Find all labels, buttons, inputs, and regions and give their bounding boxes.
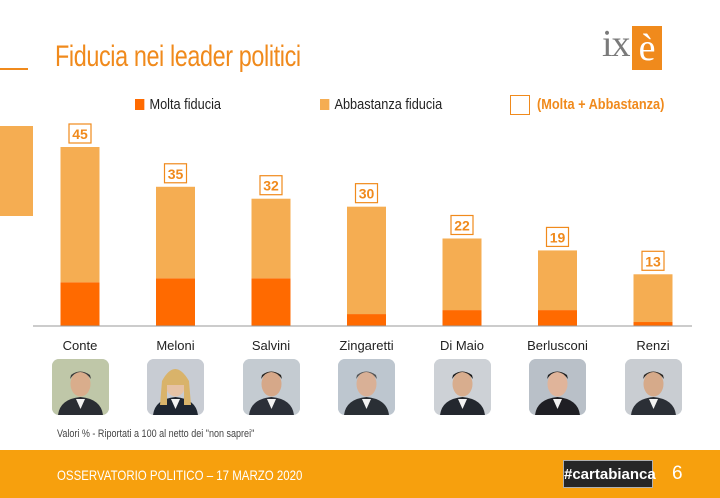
portrait-meloni-icon — [147, 359, 204, 415]
bar-molta-renzi — [633, 322, 673, 326]
cartabianca-logo: #cartabianca — [563, 460, 656, 488]
total-label-berlusconi: 19 — [550, 229, 566, 245]
logo-box: è — [632, 26, 662, 70]
bar-molta-di-maio — [442, 310, 482, 326]
category-label-conte: Conte — [63, 338, 98, 353]
side-accent-block — [0, 126, 33, 216]
portrait-salvini-icon — [242, 359, 300, 415]
bar-molta-salvini — [251, 278, 291, 326]
bar-abbastanza-renzi — [633, 274, 673, 323]
bar-molta-berlusconi — [538, 310, 577, 326]
legend-swatch-molta — [135, 99, 145, 110]
footer-bar: OSSERVATORIO POLITICO – 17 MARZO 2020 #c… — [0, 450, 720, 498]
logo-prefix: ix — [602, 23, 631, 65]
total-box-renzi — [641, 250, 665, 271]
total-label-di-maio: 22 — [454, 217, 470, 233]
ixe-logo: ix è — [602, 22, 662, 70]
portrait-renzi-icon — [624, 359, 682, 415]
portrait-berlusconi-icon — [529, 359, 586, 415]
legend-label-molta: Molta fiducia — [149, 96, 222, 113]
portrait-conte-icon — [51, 359, 109, 415]
total-label-renzi: 13 — [645, 253, 661, 269]
bar-abbastanza-zingaretti — [347, 206, 386, 315]
page-title: Fiducia nei leader politici — [55, 40, 301, 73]
total-box-meloni — [163, 163, 188, 184]
bar-molta-zingaretti — [347, 314, 386, 326]
category-label-zingaretti: Zingaretti — [339, 338, 393, 353]
legend-item-abbastanza: Abbastanza fiducia — [320, 96, 442, 113]
bar-molta-conte — [60, 282, 100, 326]
bar-abbastanza-di-maio — [442, 238, 482, 311]
legend-label-total: (Molta + Abbastanza) — [537, 96, 665, 113]
bar-chart: 45 Conte 35 Meloni 32 Salvini 30 Zingaretti 22 Di… — [33, 123, 692, 353]
portrait-zingaretti-icon — [338, 359, 395, 415]
title-rule — [0, 68, 28, 70]
page-number: 6 — [672, 463, 683, 484]
legend-label-abbastanza: Abbastanza fiducia — [334, 96, 443, 113]
portrait-di-maio-icon — [433, 359, 491, 415]
total-box-conte — [68, 123, 92, 144]
total-box-berlusconi — [545, 226, 570, 248]
total-label-meloni: 35 — [168, 166, 184, 182]
bar-molta-meloni — [156, 278, 195, 326]
category-label-meloni: Meloni — [156, 338, 194, 353]
category-label-renzi: Renzi — [636, 338, 669, 353]
total-label-salvini: 32 — [263, 178, 279, 194]
legend-swatch-total — [510, 95, 530, 115]
total-box-di-maio — [450, 214, 474, 236]
category-label-berlusconi: Berlusconi — [527, 338, 588, 353]
legend-item-molta: Molta fiducia — [135, 96, 221, 113]
bar-abbastanza-berlusconi — [538, 250, 577, 311]
legend-swatch-abbastanza — [320, 99, 330, 110]
total-box-zingaretti — [354, 183, 379, 204]
footer-text: OSSERVATORIO POLITICO – 17 MARZO 2020 — [57, 467, 303, 483]
footnote: Valori % - Riportati a 100 al netto dei … — [57, 428, 255, 440]
category-label-di-maio: Di Maio — [440, 338, 484, 353]
total-label-conte: 45 — [72, 126, 88, 142]
bar-abbastanza-meloni — [156, 186, 195, 279]
category-label-salvini: Salvini — [252, 338, 290, 353]
bar-abbastanza-conte — [60, 147, 100, 283]
total-label-zingaretti: 30 — [359, 186, 375, 202]
total-box-salvini — [259, 175, 283, 196]
bar-abbastanza-salvini — [251, 198, 291, 279]
